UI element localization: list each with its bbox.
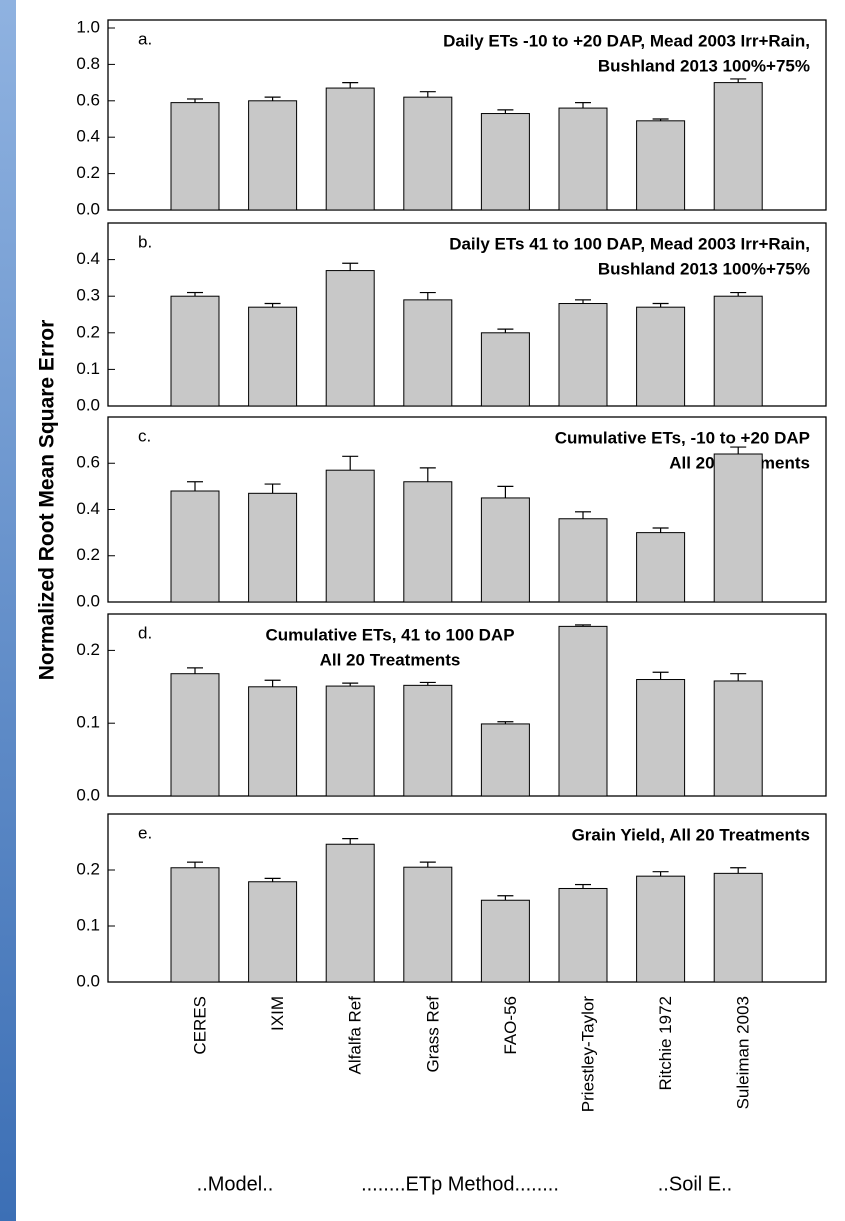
- bar: [558, 303, 608, 407]
- bar: [636, 875, 686, 983]
- bar: [248, 881, 298, 983]
- y-tick-label: 0.0: [76, 395, 100, 414]
- plot-frame: [107, 222, 827, 407]
- y-tick-label: 0.8: [76, 54, 100, 73]
- bar: [403, 684, 453, 797]
- group-label: ..Model..: [197, 1173, 274, 1195]
- bar: [558, 518, 608, 603]
- y-tick-label: 0.4: [76, 499, 100, 518]
- background-strip: [0, 0, 16, 1221]
- bar: [558, 107, 608, 211]
- panel-title: Bushland 2013 100%+75%: [598, 259, 810, 278]
- y-tick-label: 0.0: [76, 591, 100, 610]
- bar: [403, 299, 453, 407]
- group-label: ........ETp Method........: [361, 1173, 559, 1195]
- bar: [170, 867, 220, 983]
- panel-label: c.: [138, 426, 151, 445]
- x-tick-label: Suleiman 2003: [734, 996, 753, 1109]
- panel-title: Cumulative ETs, -10 to +20 DAP: [555, 428, 810, 447]
- bar: [170, 673, 220, 797]
- group-label: ..Soil E..: [658, 1173, 732, 1195]
- panel-label: d.: [138, 623, 152, 642]
- bar: [170, 295, 220, 407]
- y-tick-label: 0.1: [76, 713, 100, 732]
- bar: [403, 866, 453, 983]
- x-tick-label: Grass Ref: [423, 996, 442, 1073]
- bar: [325, 469, 375, 603]
- bar: [713, 872, 763, 983]
- bar: [248, 100, 298, 211]
- bar: [325, 843, 375, 983]
- y-tick-label: 0.1: [76, 359, 100, 378]
- panel-label: b.: [138, 232, 152, 251]
- panel-title: All 20 Treatments: [320, 650, 461, 669]
- x-tick-label: Alfalfa Ref: [346, 996, 365, 1075]
- x-tick-label: Priestley-Taylor: [578, 996, 597, 1113]
- panel-title: Cumulative ETs, 41 to 100 DAP: [265, 625, 514, 644]
- bar: [558, 887, 608, 983]
- y-tick-label: 0.2: [76, 640, 100, 659]
- bar: [325, 270, 375, 407]
- y-tick-label: 0.2: [76, 545, 100, 564]
- x-tick-label: Ritchie 1972: [656, 996, 675, 1091]
- panel-title: Daily ETs 41 to 100 DAP, Mead 2003 Irr+R…: [449, 234, 810, 253]
- bar: [403, 481, 453, 603]
- bar: [248, 686, 298, 797]
- y-axis-label: Normalized Root Mean Square Error: [36, 320, 59, 681]
- panel-label: e.: [138, 823, 152, 842]
- y-tick-label: 0.0: [76, 199, 100, 218]
- bar: [403, 96, 453, 211]
- bar: [480, 113, 530, 211]
- y-tick-label: 1.0: [76, 17, 100, 36]
- bar: [636, 532, 686, 603]
- bar: [170, 490, 220, 603]
- plot-frame: [107, 813, 827, 983]
- bar: [558, 625, 608, 797]
- bar: [713, 82, 763, 211]
- bar: [713, 453, 763, 603]
- y-tick-label: 0.6: [76, 90, 100, 109]
- y-tick-label: 0.0: [76, 971, 100, 990]
- y-tick-label: 0.3: [76, 286, 100, 305]
- y-tick-label: 0.6: [76, 453, 100, 472]
- x-tick-label: FAO-56: [501, 996, 520, 1055]
- bar: [480, 723, 530, 797]
- bar: [170, 102, 220, 211]
- y-tick-label: 0.2: [76, 163, 100, 182]
- bar: [713, 295, 763, 407]
- bar: [325, 685, 375, 797]
- bar: [325, 87, 375, 211]
- bar: [248, 492, 298, 603]
- bar: [480, 497, 530, 603]
- bar: [248, 306, 298, 407]
- y-tick-label: 0.1: [76, 915, 100, 934]
- panel-label: a.: [138, 29, 152, 48]
- bar: [636, 120, 686, 211]
- plot-frame: [107, 19, 827, 211]
- panel-title: Grain Yield, All 20 Treatments: [572, 825, 810, 844]
- y-tick-label: 0.2: [76, 322, 100, 341]
- y-tick-label: 0.2: [76, 859, 100, 878]
- y-tick-label: 0.0: [76, 785, 100, 804]
- panel-title: Bushland 2013 100%+75%: [598, 56, 810, 75]
- plot-frame: [107, 613, 827, 797]
- bar: [713, 680, 763, 797]
- panel-title: Daily ETs -10 to +20 DAP, Mead 2003 Irr+…: [443, 31, 810, 50]
- bar: [480, 332, 530, 407]
- y-tick-label: 0.4: [76, 249, 100, 268]
- plot-frame: [107, 416, 827, 603]
- bar: [480, 899, 530, 983]
- x-tick-label: IXIM: [268, 996, 287, 1031]
- bar: [636, 306, 686, 407]
- bar: [636, 679, 686, 797]
- y-tick-label: 0.4: [76, 127, 100, 146]
- x-tick-label: CERES: [190, 996, 209, 1055]
